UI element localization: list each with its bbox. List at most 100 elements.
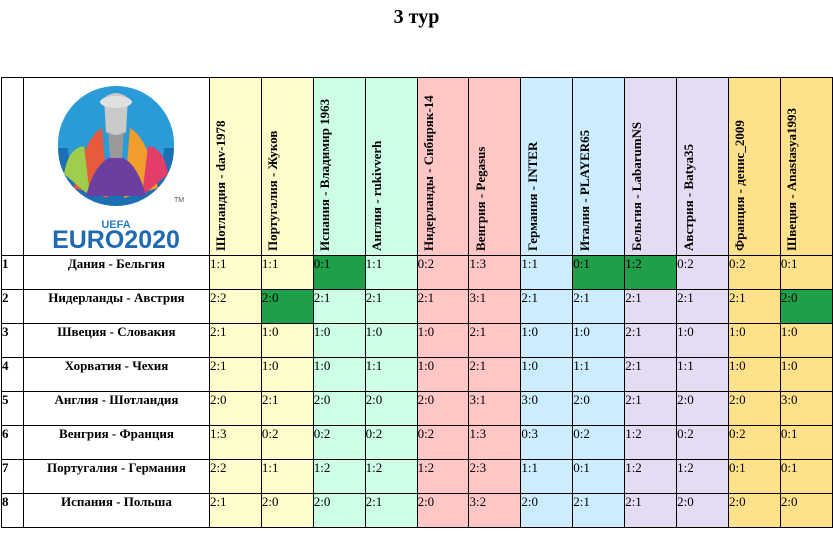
score-cell: 2:1 (468, 323, 522, 358)
row-number: 8 (1, 493, 24, 528)
score-cell: 2:1 (624, 289, 678, 324)
score-cell: 2:1 (260, 391, 314, 426)
player-header-label: Франция - денис_2009 (732, 120, 748, 251)
score-cell: 1:0 (728, 357, 781, 392)
score-cell: 2:0 (416, 391, 470, 426)
score-cell: 1:0 (520, 357, 574, 392)
score-cell: 2:0 (572, 391, 626, 426)
score-cell: 1:1 (208, 255, 262, 290)
row-number: 6 (1, 425, 24, 460)
row-number: 3 (1, 323, 24, 358)
player-header: Франция - денис_2009 (728, 77, 781, 256)
score-cell: 1:0 (416, 323, 470, 358)
score-cell: 1:2 (416, 459, 470, 494)
score-cell: 2:1 (364, 493, 418, 528)
player-header-label: Венгрия - Pegasus (472, 146, 488, 251)
score-cell: 0:2 (572, 425, 626, 460)
score-cell: 1:1 (520, 459, 574, 494)
row-number: 7 (1, 459, 24, 494)
euro2020-logo: UEFA EURO2020 TM (24, 78, 208, 255)
score-cell: 2:0 (676, 493, 729, 528)
score-cell: 1:1 (364, 255, 418, 290)
score-cell: 1:2 (364, 459, 418, 494)
score-cell: 2:1 (208, 493, 262, 528)
player-header: Шотландия - dav-1978 (208, 77, 262, 256)
score-cell: 1:0 (572, 323, 626, 358)
player-header: Италия - PLAYER65 (572, 77, 626, 256)
score-cell: 3:1 (468, 391, 522, 426)
score-cell: 2:0 (260, 289, 314, 324)
row-number: 4 (1, 357, 24, 392)
table-row: 2 Нидерланды - Австрия 2:2 2:0 2:1 2:1 2:1 3:1 2… (1, 289, 833, 324)
euro2020-logo-cell: UEFA EURO2020 TM (22, 77, 210, 256)
score-cell: 1:0 (779, 323, 833, 358)
score-cell: 1:3 (208, 425, 262, 460)
score-cell: 1:3 (468, 255, 522, 290)
page-title: 3 тур (393, 6, 440, 28)
player-header-label: Нидерланды - Сибиряк-14 (421, 95, 437, 251)
score-cell: 2:0 (312, 391, 366, 426)
score-cell: 1:0 (520, 323, 574, 358)
player-header: Англия - rukivverh (364, 77, 418, 256)
score-cell: 3:0 (520, 391, 574, 426)
table-row: 6 Венгрия - Франция 1:3 0:2 0:2 0:2 0:2 1:3 0:3 0… (1, 425, 833, 460)
match-name: Хорватия - Чехия (22, 357, 210, 392)
player-header-label: Португалия - Жуков (265, 130, 281, 251)
score-cell: 1:1 (520, 255, 574, 290)
score-cell: 2:0 (312, 493, 366, 528)
row-number: 5 (1, 391, 24, 426)
score-cell: 2:1 (572, 493, 626, 528)
score-cell: 1:0 (364, 323, 418, 358)
score-cell: 2:1 (468, 357, 522, 392)
score-cell: 3:2 (468, 493, 522, 528)
score-cell: 2:2 (208, 459, 262, 494)
score-cell: 3:1 (468, 289, 522, 324)
score-cell: 0:2 (416, 255, 470, 290)
table-row: 4 Хорватия - Чехия 2:1 1:0 1:0 1:1 1:0 2:1 1:0 1:… (1, 357, 833, 392)
player-header-label: Бельгия - LabarumNS (628, 121, 644, 251)
score-cell: 0:2 (260, 425, 314, 460)
logo-uefa-text: UEFA (101, 219, 130, 231)
score-cell: 1:0 (779, 357, 833, 392)
score-cell: 2:0 (779, 289, 833, 324)
match-name: Швеция - Словакия (22, 323, 210, 358)
match-name: Англия - Шотландия (22, 391, 210, 426)
score-cell: 0:1 (572, 459, 626, 494)
table-row: 7 Португалия - Германия 2:2 1:1 1:2 1:2 1:2 2:3… (1, 459, 833, 494)
logo-euro-text: EURO2020 (52, 226, 180, 254)
score-cell: 1:0 (312, 323, 366, 358)
score-cell: 0:1 (779, 425, 833, 460)
score-cell: 3:0 (779, 391, 833, 426)
player-header: Австрия - Batya35 (676, 77, 729, 256)
score-cell: 0:2 (312, 425, 366, 460)
score-cell: 2:1 (364, 289, 418, 324)
player-header-label: Италия - PLAYER65 (576, 129, 592, 251)
corner-cell (1, 77, 24, 256)
score-cell: 1:2 (624, 459, 678, 494)
player-header-label: Англия - rukivverh (369, 140, 385, 251)
player-header: Бельгия - LabarumNS (624, 77, 678, 256)
score-cell: 2:0 (728, 493, 781, 528)
score-cell: 0:2 (676, 255, 729, 290)
table-row: 8 Испания - Польша 2:1 2:0 2:0 2:1 2:0 3:2 2:0 2:… (1, 493, 833, 528)
player-header: Испания - Владимир 1963 (312, 77, 366, 256)
score-cell: 0:2 (676, 425, 729, 460)
player-header: Швеция - Anastasya1993 (779, 77, 833, 256)
score-cell: 0:1 (779, 255, 833, 290)
score-cell: 2:0 (520, 493, 574, 528)
score-cell: 1:0 (260, 323, 314, 358)
euro2020-logo-icon: UEFA EURO2020 TM (52, 86, 184, 254)
player-header: Венгрия - Pegasus (468, 77, 522, 256)
score-cell: 0:2 (728, 255, 781, 290)
score-cell: 0:2 (728, 425, 781, 460)
score-cell: 1:1 (676, 357, 729, 392)
score-cell: 2:1 (624, 391, 678, 426)
score-cell: 2:1 (624, 323, 678, 358)
score-cell: 2:0 (208, 391, 262, 426)
score-cell: 2:3 (468, 459, 522, 494)
score-cell: 2:0 (779, 493, 833, 528)
player-header: Германия - INTER (520, 77, 574, 256)
score-cell: 2:1 (624, 493, 678, 528)
score-cell: 2:0 (728, 391, 781, 426)
score-cell: 2:1 (416, 289, 470, 324)
